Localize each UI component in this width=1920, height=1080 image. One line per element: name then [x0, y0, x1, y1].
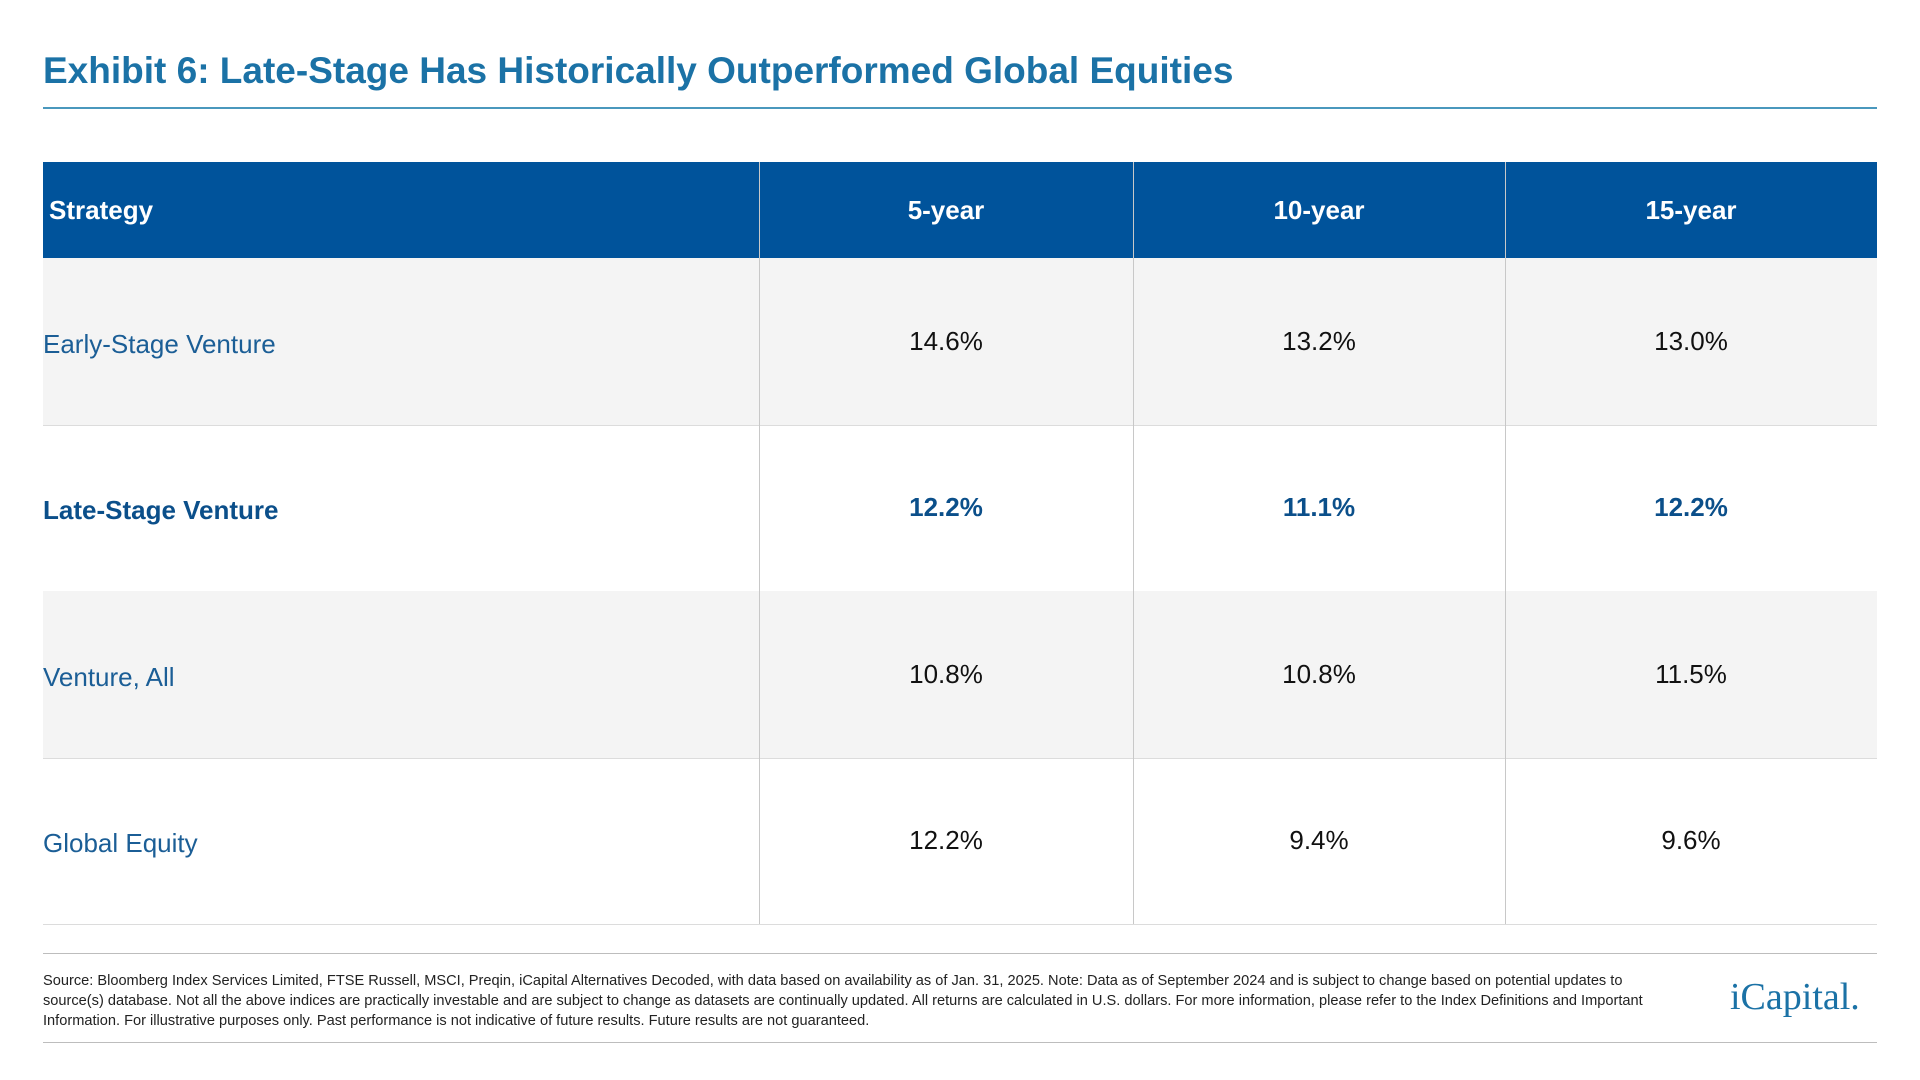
title-rule	[43, 107, 1877, 109]
divider	[43, 1042, 1877, 1043]
column-header: 10-year	[1133, 162, 1505, 258]
divider	[43, 953, 1877, 954]
cell-value: 12.2%	[1654, 492, 1728, 523]
column-divider	[759, 162, 760, 924]
column-divider	[1133, 162, 1134, 924]
cell-value: 10.8%	[1133, 591, 1505, 758]
row-divider	[43, 924, 1877, 925]
row-label: Late-Stage Venture	[43, 495, 279, 526]
cell-value: 11.1%	[1282, 492, 1356, 523]
cell-value: 10.8%	[759, 591, 1133, 758]
row-label: Early-Stage Venture	[43, 258, 759, 425]
cell-value: 13.2%	[1133, 258, 1505, 425]
row-divider	[43, 757, 1877, 759]
cell-value: 11.5%	[1505, 591, 1877, 758]
column-header: Strategy	[43, 162, 759, 258]
row-divider	[43, 424, 1877, 426]
cell-value: 9.6%	[1661, 825, 1721, 856]
logo: iCapital.	[1730, 976, 1860, 1018]
cell-value: 9.4%	[1289, 825, 1349, 856]
title: Exhibit 6: Late-Stage Has Historically O…	[43, 50, 1234, 91]
row-label: Venture, All	[43, 591, 759, 758]
cell-value: 12.2%	[909, 492, 983, 523]
row-label: Global Equity	[43, 828, 198, 859]
source-note: Source: Bloomberg Index Services Limited…	[43, 973, 1643, 1029]
cell-value: 12.2%	[909, 825, 983, 856]
column-header: 15-year	[1505, 162, 1877, 258]
column-header: 5-year	[759, 162, 1133, 258]
cell-value: 14.6%	[759, 258, 1133, 425]
table: Strategy 5-year 10-year 15-year Early-Stage …	[43, 162, 1877, 925]
cell-value: 13.0%	[1505, 258, 1877, 425]
column-divider	[1505, 162, 1506, 924]
